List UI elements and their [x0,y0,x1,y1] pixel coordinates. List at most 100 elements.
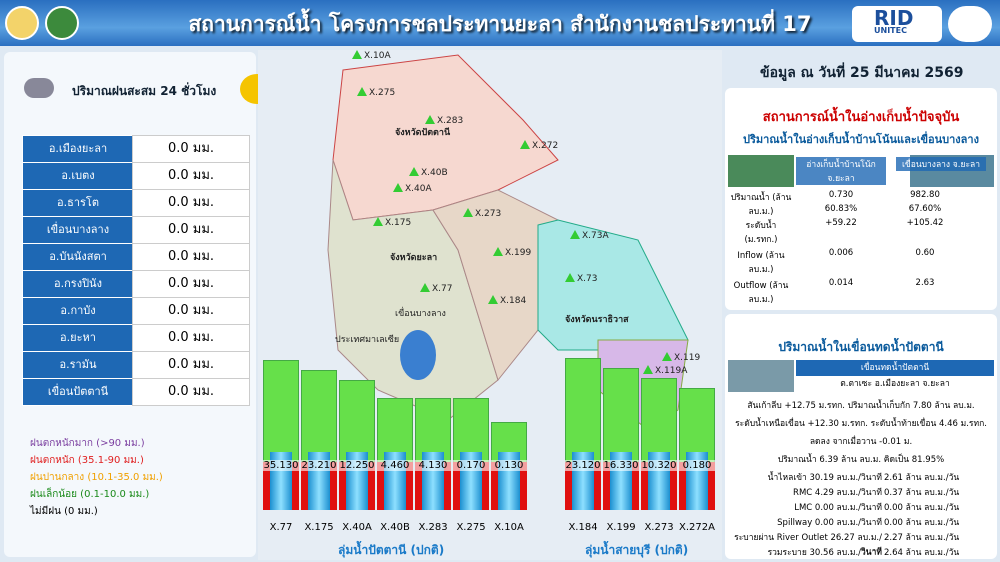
reservoir-panel [725,88,997,310]
row-label: Outflow (ล้าน ลบ.ม.) [733,281,789,305]
logo [45,6,79,40]
rain-value: 0.0 มม. [132,270,250,298]
logo-text: RID [874,6,914,30]
rain-row: อ.กรงปินัง 0.0 มม. [22,270,250,298]
gauge-value: 0.180 [679,460,715,471]
diversion-name: เขื่อนทดน้ำปัตตานี [796,360,994,376]
legend-item: ฝนตกหนักมาก (>90 มม.) [30,438,145,449]
cell-value: 0.006 [828,248,854,258]
rain-row: อ.ธารโต 0.0 มม. [22,189,250,217]
cell-value: +105.42 [906,218,944,228]
station-label: X.73 [577,274,597,284]
rain-row: อ.เมืองยะลา 0.0 มม. [22,135,250,163]
gauge-station: X.184 [568,522,598,533]
gauge-value: 23.210 [301,460,337,471]
info-line: ระดับน้ำเหนือเขื่อน +12.30 ม.รทก. ระดับน… [735,419,987,429]
station-label: X.184 [500,296,526,306]
flow: รวมระบาย 30.56 ลบ.ม./วินาที [767,548,882,558]
place-label: เขื่อนบางลาง [395,306,446,319]
station-marker [425,115,435,124]
station-marker [662,352,672,361]
rain-row: อ.รามัน 0.0 มม. [22,351,250,379]
logo [948,6,992,42]
place-label: จังหวัดยะลา [390,252,437,263]
station-label: X.119 [674,353,700,363]
row-label: ระดับน้ำ (ม.รทก.) [744,221,778,245]
station-label: X.283 [437,116,463,126]
gauge-station: X.272A [679,522,715,533]
station-marker [488,295,498,304]
rain-value: 0.0 มม. [132,243,250,271]
gauge-station: X.10A [494,522,524,533]
reservoir-title: สถานการณ์น้ำในอ่างเก็บน้ำปัจจุบัน [762,110,960,125]
rain-row: อ.ยะหา 0.0 มม. [22,324,250,352]
district: อ.ธารโต [22,189,134,217]
flow: 2.61 ล้าน ลบ.ม./วัน [884,473,960,483]
station-marker [565,273,575,282]
col-header: เขื่อนบางลาง จ.ยะลา [896,157,986,171]
district: อ.บันนังสตา [22,243,134,271]
rain-title: ปริมาณฝนสะสม 24 ชั่วโมง [72,84,217,98]
cell-value: 67.60% [908,204,942,214]
district: อ.เมืองยะลา [22,135,134,163]
station-marker [520,140,530,149]
flow: 0.00 ล้าน ลบ.ม./วัน [884,503,960,513]
gauge-value: 16.330 [603,460,639,471]
station-marker [493,247,503,256]
legend-item: ไม่มีฝน (0 มม.) [30,506,98,517]
cell-value: 2.63 [915,278,935,288]
header-bar [0,0,1000,46]
diversion-panel [725,314,997,559]
district: อ.เบตง [22,162,134,190]
station-label: X.40A [405,184,432,194]
rain-row: อ.เบตง 0.0 มม. [22,162,250,190]
place-label: จังหวัดนราธิวาส [565,314,629,325]
rain-row: อ.บันนังสตา 0.0 มม. [22,243,250,271]
gauge-station: X.273 [644,522,674,533]
logo-sub: UNITEC [874,26,907,35]
rid-logo: RID UNITEC [852,6,942,42]
rain-row: เขื่อนบางลาง 0.0 มม. [22,216,250,244]
cell-value: 0.730 [828,190,854,200]
photo [728,155,794,187]
cell-value: +59.22 [825,218,857,228]
legend-item: ฝนตกหนัก (35.1-90 มม.) [30,455,144,466]
legend-item: ฝนปานกลาง (10.1-35.0 มม.) [30,472,163,483]
rain-row: เขื่อนปัตตานี 0.0 มม. [22,378,250,406]
gauge-station: X.199 [606,522,636,533]
station-label: X.272 [532,141,558,151]
station-marker [463,208,473,217]
legend-item: ฝนเล็กน้อย (0.1-10.0 มม.) [30,489,150,500]
gauge-value: 0.130 [491,460,527,471]
station-marker [643,365,653,374]
station-label: X.40B [421,168,448,178]
station-marker [393,183,403,192]
district: อ.กาบัง [22,297,134,325]
station-marker [420,283,430,292]
station-label: X.119A [655,366,688,376]
info-line: สันเก้าลีบ +12.75 ม.รทก. ปริมาณน้ำเก็บกั… [747,401,975,411]
gauge-value: 0.170 [453,460,489,471]
station-label: X.77 [432,284,452,294]
rain-value: 0.0 มม. [132,324,250,352]
flow: LMC 0.00 ลบ.ม./วินาที [794,503,882,513]
gauge-station: X.275 [456,522,486,533]
gauge-station: X.283 [418,522,448,533]
place-label: จังหวัดปัตตานี [395,127,451,138]
district: อ.กรงปินัง [22,270,134,298]
station-label: X.73A [582,231,609,241]
station-marker [352,50,362,59]
flow: 2.64 ล้าน ลบ.ม./วัน [884,548,960,558]
rain-value: 0.0 มม. [132,189,250,217]
station-marker [409,167,419,176]
rain-value: 0.0 มม. [132,135,250,163]
basin-label: ลุ่มน้ำสายบุรี (ปกติ) [585,543,689,557]
rain-value: 0.0 มม. [132,297,250,325]
station-label: X.273 [475,209,501,219]
flow: น้ำไหลเข้า 30.19 ลบ.ม./วินาที [767,473,882,483]
rain-value: 0.0 มม. [132,378,250,406]
district: เขื่อนบางลาง [22,216,134,244]
diversion-title: ปริมาณน้ำในเขื่อนทดน้ำปัตตานี [778,340,944,354]
cell-value: 60.83% [824,204,858,214]
